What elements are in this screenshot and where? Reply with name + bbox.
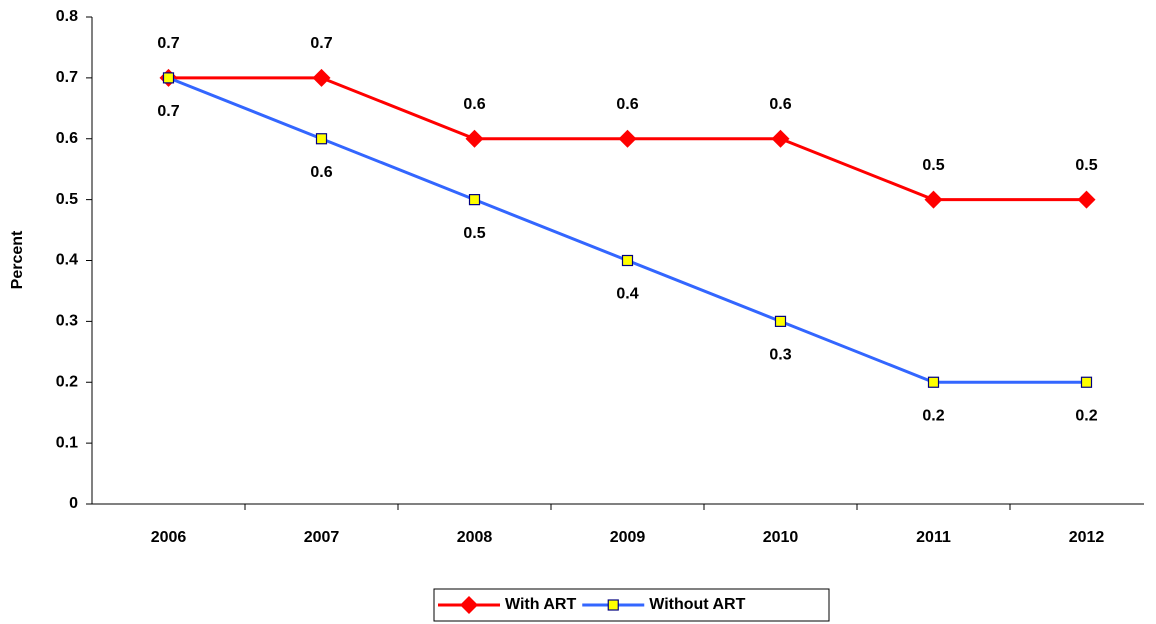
marker <box>924 190 943 209</box>
data-label: 0.2 <box>1075 407 1097 424</box>
x-tick-label: 2009 <box>610 529 646 546</box>
y-axis-label: Percent <box>9 230 26 289</box>
marker <box>1077 190 1096 209</box>
data-label: 0.7 <box>310 35 332 52</box>
marker <box>771 129 790 148</box>
legend-marker <box>460 596 478 614</box>
data-label: 0.7 <box>157 35 179 52</box>
y-tick-label: 0.1 <box>56 434 78 451</box>
data-label: 0.5 <box>463 225 485 242</box>
y-tick-label: 0.7 <box>56 69 78 86</box>
marker <box>774 315 787 327</box>
legend-marker <box>607 599 619 611</box>
marker <box>162 72 175 84</box>
marker <box>315 133 328 145</box>
series-line <box>167 76 1087 384</box>
data-label: 0.6 <box>463 96 485 113</box>
marker <box>618 129 637 148</box>
data-label: 0.6 <box>616 96 638 113</box>
marker <box>927 376 940 388</box>
data-label: 0.5 <box>1075 157 1097 174</box>
y-tick-label: 0.6 <box>56 130 78 147</box>
x-tick-label: 2012 <box>1069 529 1105 546</box>
data-label: 0.7 <box>157 103 179 120</box>
y-tick-label: 0.4 <box>56 252 78 269</box>
data-label: 0.6 <box>769 96 791 113</box>
y-tick-label: 0 <box>69 495 78 512</box>
marker <box>621 254 634 267</box>
y-tick-label: 0.3 <box>56 313 78 330</box>
marker <box>1080 376 1093 388</box>
x-tick-label: 2011 <box>916 529 951 546</box>
legend-label: With ART <box>505 596 576 613</box>
marker <box>312 68 331 87</box>
x-tick-label: 2010 <box>763 529 799 546</box>
x-tick-label: 2008 <box>457 529 493 546</box>
marker <box>468 194 481 206</box>
y-tick-label: 0.2 <box>56 373 78 390</box>
data-label: 0.5 <box>922 157 944 174</box>
data-label: 0.2 <box>922 407 944 424</box>
data-label: 0.3 <box>769 347 791 364</box>
data-label: 0.4 <box>616 286 638 303</box>
x-tick-label: 2007 <box>304 529 340 546</box>
x-tick-label: 2006 <box>151 529 187 546</box>
marker <box>465 129 484 148</box>
legend-label: Without ART <box>649 596 745 613</box>
y-tick-label: 0.8 <box>56 8 78 25</box>
data-label: 0.6 <box>310 164 332 181</box>
y-tick-label: 0.5 <box>56 191 78 208</box>
